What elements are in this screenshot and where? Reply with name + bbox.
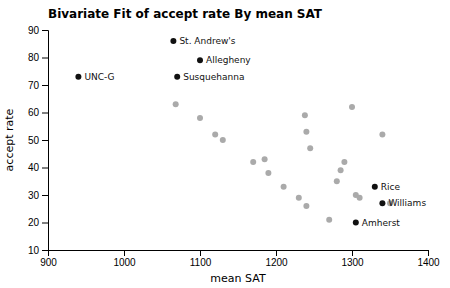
axis-line bbox=[42, 31, 49, 251]
point-label: Rice bbox=[381, 182, 401, 192]
y-tick: 60 bbox=[28, 107, 48, 118]
y-tick: 80 bbox=[28, 52, 48, 63]
point bbox=[372, 184, 378, 190]
point bbox=[265, 170, 271, 176]
point bbox=[75, 74, 81, 80]
point bbox=[174, 74, 180, 80]
point-labels: UNC-G St. Andrew's Allegheny Susquehanna Ric… bbox=[84, 36, 426, 228]
point-label: Williams bbox=[388, 198, 426, 208]
point bbox=[173, 101, 179, 107]
point bbox=[303, 203, 309, 209]
tick-label: 1100 bbox=[190, 257, 212, 268]
x-axis-title: mean SAT bbox=[210, 272, 266, 285]
y-tick: 50 bbox=[28, 135, 48, 146]
point bbox=[220, 137, 226, 143]
tick-mark bbox=[42, 58, 48, 59]
x-tick: 1100 bbox=[190, 250, 212, 268]
y-tick: 10 bbox=[28, 245, 48, 256]
tick-mark bbox=[276, 250, 277, 256]
tick-label: 20 bbox=[28, 217, 40, 228]
y-axis: 10 20 30 40 50 60 70 80 90 bbox=[28, 25, 49, 256]
y-axis-title: accept rate bbox=[3, 108, 16, 171]
x-tick: 1000 bbox=[113, 250, 136, 268]
x-tick: 1200 bbox=[265, 250, 288, 268]
point bbox=[349, 104, 355, 110]
points bbox=[75, 38, 393, 226]
point bbox=[303, 129, 309, 135]
x-axis: 900 1000 1100 1200 1300 1400 bbox=[40, 250, 440, 268]
x-tick: 1300 bbox=[341, 250, 364, 268]
tick-mark bbox=[42, 85, 48, 86]
x-tick: 1400 bbox=[417, 250, 440, 268]
point bbox=[341, 159, 347, 165]
point bbox=[302, 112, 308, 118]
point bbox=[197, 57, 203, 63]
tick-label: 80 bbox=[28, 52, 40, 63]
y-tick: 20 bbox=[28, 217, 48, 228]
tick-label: 1200 bbox=[265, 257, 288, 268]
point bbox=[353, 220, 359, 226]
point bbox=[262, 156, 268, 162]
tick-mark bbox=[42, 140, 48, 141]
point bbox=[307, 145, 313, 151]
point-label: Allegheny bbox=[206, 55, 251, 65]
point bbox=[170, 38, 176, 44]
tick-mark bbox=[352, 250, 353, 256]
point bbox=[197, 115, 203, 121]
point-label: St. Andrew's bbox=[179, 36, 235, 46]
tick-label: 1000 bbox=[113, 257, 136, 268]
tick-mark bbox=[42, 30, 48, 31]
tick-label: 10 bbox=[28, 245, 40, 256]
point bbox=[250, 159, 256, 165]
y-tick: 90 bbox=[28, 25, 48, 36]
point-label: Amherst bbox=[362, 218, 401, 228]
y-tick: 70 bbox=[28, 80, 48, 91]
x-tick: 900 bbox=[40, 250, 57, 268]
tick-label: 60 bbox=[28, 107, 40, 118]
plot: 900 1000 1100 1200 1300 1400 10 20 30 40 50 60 70 80 9… bbox=[28, 25, 440, 268]
tick-label: 90 bbox=[28, 25, 40, 36]
title: Bivariate Fit of accept rate By mean SAT bbox=[48, 7, 323, 21]
tick-label: 40 bbox=[28, 162, 40, 173]
tick-mark bbox=[42, 223, 48, 224]
tick-mark bbox=[428, 250, 429, 256]
tick-label: 70 bbox=[28, 80, 40, 91]
tick-mark bbox=[42, 113, 48, 114]
point bbox=[338, 167, 344, 173]
tick-label: 30 bbox=[28, 190, 40, 201]
tick-mark bbox=[42, 195, 48, 196]
point bbox=[334, 178, 340, 184]
point bbox=[212, 132, 218, 138]
point bbox=[281, 184, 287, 190]
point bbox=[357, 195, 363, 201]
tick-mark bbox=[42, 168, 48, 169]
point bbox=[379, 200, 385, 206]
tick-label: 50 bbox=[28, 135, 40, 146]
point-label: Susquehanna bbox=[183, 72, 244, 82]
tick-label: 1300 bbox=[341, 257, 364, 268]
tick-label: 1400 bbox=[417, 257, 440, 268]
y-tick: 30 bbox=[28, 190, 48, 201]
axis-line bbox=[49, 251, 429, 257]
point bbox=[296, 195, 302, 201]
tick-label: 900 bbox=[40, 257, 57, 268]
tick-mark bbox=[124, 250, 125, 256]
tick-mark bbox=[42, 250, 48, 251]
point-label: UNC-G bbox=[84, 72, 114, 82]
point bbox=[379, 132, 385, 138]
y-tick: 40 bbox=[28, 162, 48, 173]
point bbox=[326, 217, 332, 223]
tick-mark bbox=[200, 250, 201, 256]
chart: 900 1000 1100 1200 1300 1400 10 20 30 40 50 60 70 80 9… bbox=[0, 0, 450, 288]
